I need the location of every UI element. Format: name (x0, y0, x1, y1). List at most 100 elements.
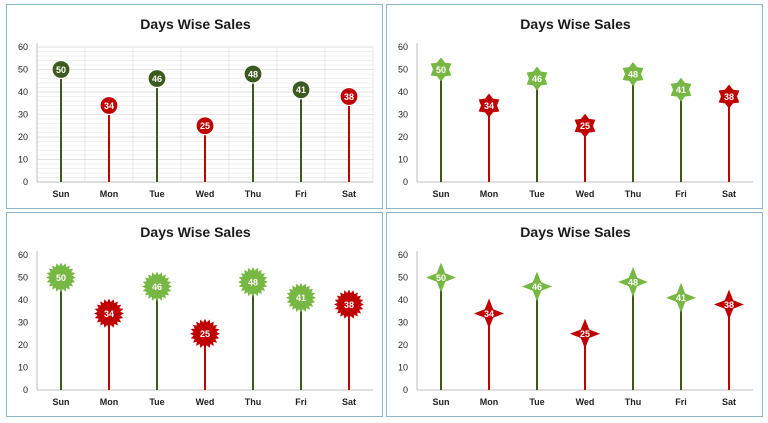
y-tick-label: 50 (398, 273, 408, 283)
data-label: 25 (580, 121, 590, 131)
lollipop-marker (99, 95, 119, 116)
lollipop-marker (195, 116, 215, 136)
data-label: 48 (248, 277, 258, 287)
lollipop-marker (238, 267, 268, 297)
y-tick-label: 40 (18, 295, 28, 305)
y-tick-label: 10 (18, 363, 28, 373)
lollipop-marker (670, 77, 692, 102)
x-category-label: Mon (100, 189, 119, 199)
data-label: 46 (532, 74, 542, 84)
lollipop-chart: Days Wise Sales 0 10 20 30 40 50 60 Sun Mon Tue Wed… (398, 224, 753, 407)
y-tick-label: 10 (398, 363, 408, 373)
chart-title: Days Wise Sales (520, 224, 631, 240)
data-label: 50 (436, 65, 446, 75)
y-tick-label: 10 (18, 155, 28, 165)
y-tick-label: 20 (18, 132, 28, 142)
chart-title: Days Wise Sales (140, 224, 251, 240)
chart-panel-circle-markers: Days Wise Sales 0 10 20 30 40 50 60 Sun Mon Tue Wed… (6, 4, 383, 209)
x-category-label: Tue (149, 397, 164, 407)
x-category-label: Thu (625, 397, 642, 407)
y-tick-label: 0 (403, 177, 408, 187)
lollipop-marker (718, 84, 740, 109)
data-label: 38 (344, 300, 354, 310)
y-tick-label: 40 (398, 87, 408, 97)
x-category-label: Tue (149, 189, 164, 199)
lollipop-marker (334, 289, 364, 320)
data-label: 38 (724, 300, 734, 310)
x-category-label: Sun (53, 397, 70, 407)
data-label: 25 (200, 121, 210, 131)
x-category-label: Sun (53, 189, 70, 199)
lollipop-marker (570, 318, 600, 349)
data-label: 41 (296, 85, 306, 95)
data-label: 34 (484, 309, 494, 319)
x-category-label: Mon (480, 397, 499, 407)
data-label: 48 (248, 69, 258, 79)
data-label: 48 (628, 277, 638, 287)
lollipop-marker (478, 93, 500, 118)
y-tick-label: 30 (18, 318, 28, 328)
chart-panel-diamond-star-markers: Days Wise Sales 0 10 20 30 40 50 60 Sun Mon Tue Wed… (386, 212, 763, 417)
data-label: 50 (56, 273, 66, 283)
lollipop-marker (243, 64, 263, 84)
lollipop-chart: Days Wise Sales 0 10 20 30 40 50 60 Sun Mon Tue Wed… (18, 224, 373, 407)
y-tick-label: 20 (398, 132, 408, 142)
x-category-label: Sun (433, 189, 450, 199)
x-category-label: Tue (529, 189, 544, 199)
x-category-label: Sat (342, 397, 356, 407)
lollipop-marker (142, 271, 172, 302)
lollipop-marker (574, 113, 596, 138)
x-category-label: Tue (529, 397, 544, 407)
lollipop-marker (618, 267, 648, 297)
y-tick-label: 0 (23, 177, 28, 187)
data-label: 41 (676, 293, 686, 303)
x-category-label: Thu (245, 397, 262, 407)
y-tick-label: 20 (398, 340, 408, 350)
x-category-label: Wed (196, 189, 215, 199)
data-label: 50 (56, 65, 66, 75)
data-label: 41 (296, 293, 306, 303)
lollipop-marker (526, 66, 548, 91)
y-tick-label: 20 (18, 340, 28, 350)
y-tick-label: 60 (18, 250, 28, 260)
data-label: 38 (724, 92, 734, 102)
x-category-label: Fri (295, 189, 307, 199)
data-label: 41 (676, 85, 686, 95)
lollipop-marker (622, 62, 644, 86)
data-label: 46 (532, 282, 542, 292)
x-category-label: Mon (100, 397, 119, 407)
x-category-label: Sat (342, 189, 356, 199)
lollipop-marker (426, 262, 456, 293)
x-category-label: Fri (675, 189, 687, 199)
gridlines (36, 46, 374, 182)
x-category-label: Wed (196, 397, 215, 407)
y-tick-label: 10 (398, 155, 408, 165)
x-category-label: Wed (576, 189, 595, 199)
x-category-label: Fri (295, 397, 307, 407)
chart-title: Days Wise Sales (520, 16, 631, 32)
data-label: 34 (104, 309, 114, 319)
lollipop-marker (714, 289, 744, 320)
lollipop-chart: Days Wise Sales 0 10 20 30 40 50 60 Sun Mon Tue Wed… (18, 16, 374, 199)
x-category-label: Sun (433, 397, 450, 407)
chart-panel-burst-markers: Days Wise Sales 0 10 20 30 40 50 60 Sun Mon Tue Wed… (6, 212, 383, 417)
y-tick-label: 50 (18, 65, 28, 75)
y-tick-label: 40 (18, 87, 28, 97)
data-label: 34 (484, 101, 494, 111)
x-category-label: Sat (722, 189, 736, 199)
y-tick-label: 30 (18, 110, 28, 120)
y-tick-label: 30 (398, 318, 408, 328)
lollipop-chart: Days Wise Sales 0 10 20 30 40 50 60 Sun Mon Tue Wed… (398, 16, 753, 199)
y-tick-label: 50 (18, 273, 28, 283)
lollipop-marker (94, 298, 124, 329)
lollipop-marker (666, 282, 696, 313)
lollipop-marker (474, 298, 504, 329)
x-category-label: Fri (675, 397, 687, 407)
x-category-label: Sat (722, 397, 736, 407)
data-label: 25 (580, 329, 590, 339)
y-tick-label: 60 (18, 42, 28, 52)
x-category-label: Thu (245, 189, 262, 199)
data-label: 48 (628, 69, 638, 79)
data-label: 46 (152, 282, 162, 292)
lollipop-marker (190, 318, 220, 349)
